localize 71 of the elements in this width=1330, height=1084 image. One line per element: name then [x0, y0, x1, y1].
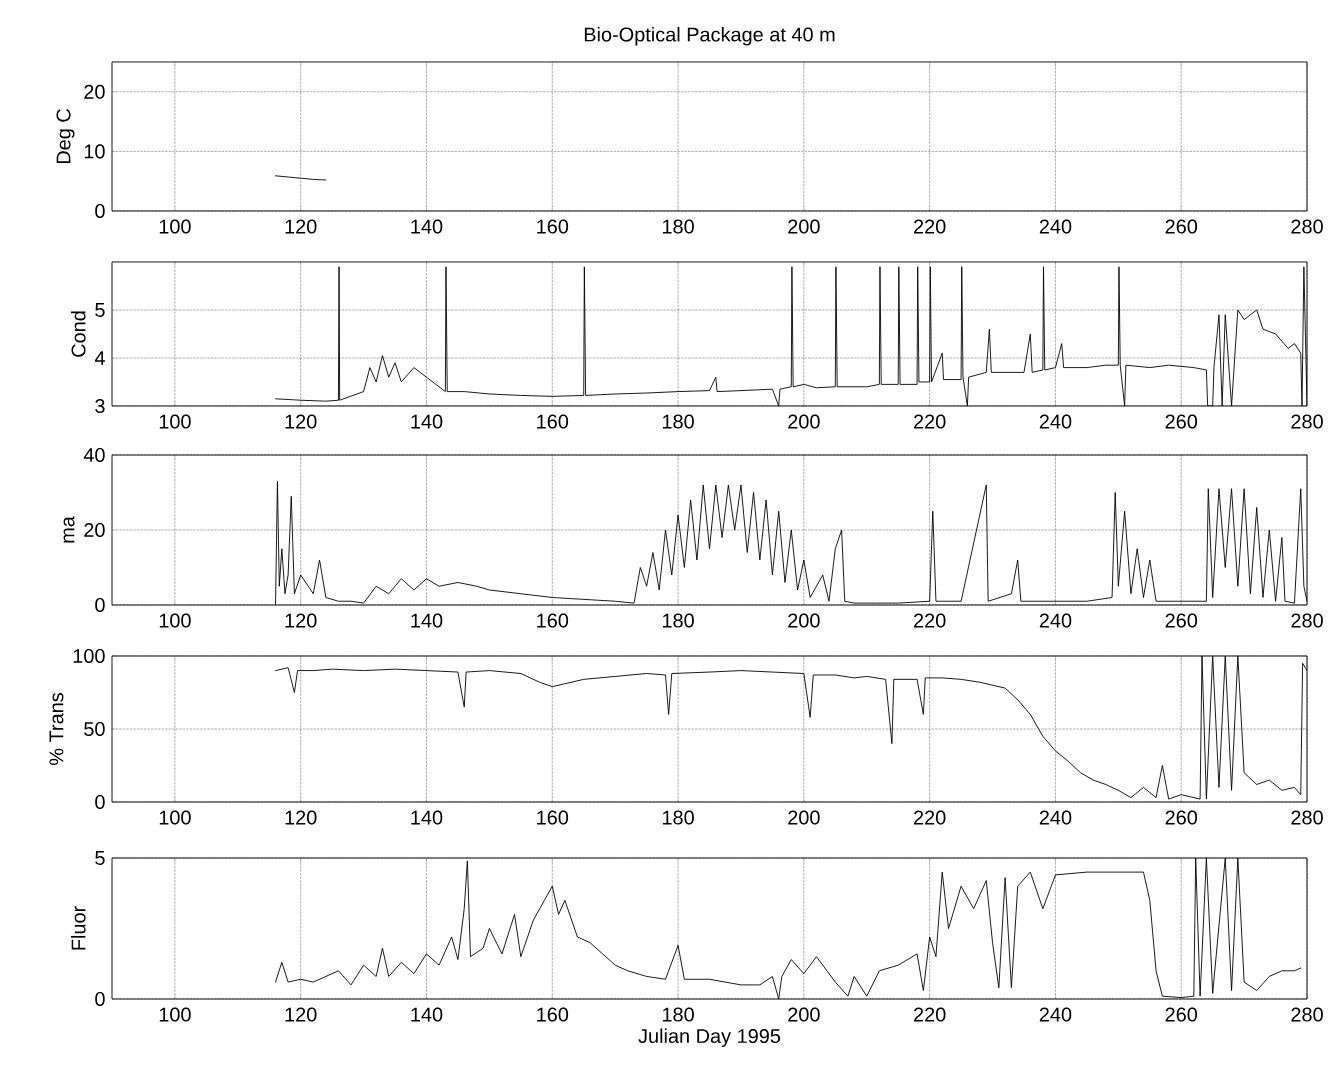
y-tick-label: 0	[95, 991, 105, 1007]
x-tick-label: 200	[788, 414, 820, 429]
y-axis-title: % Trans	[49, 693, 64, 766]
y-tick-label: 0	[95, 203, 105, 219]
y-tick-label: 0	[95, 794, 105, 810]
x-tick-label: 100	[159, 613, 191, 628]
y-tick-label: 5	[95, 303, 105, 317]
x-tick-label: 220	[914, 810, 946, 825]
x-tick-label: 120	[285, 613, 317, 628]
x-tick-label: 120	[285, 1007, 317, 1022]
x-tick-label: 180	[662, 613, 694, 628]
x-tick-label: 140	[411, 613, 443, 628]
y-axis-title: Cond	[70, 311, 86, 357]
x-axis-title: Julian Day 1995	[638, 1028, 781, 1048]
y-tick-label: 50	[84, 721, 105, 737]
chart-title: Bio-Optical Package at 40 m	[584, 26, 835, 46]
y-tick-label: 20	[84, 522, 105, 538]
y-tick-label: 100	[73, 648, 105, 664]
x-tick-label: 120	[285, 810, 317, 825]
x-tick-label: 180	[662, 414, 694, 429]
x-tick-label: 260	[1165, 810, 1198, 825]
x-tick-label: 220	[914, 613, 946, 628]
x-tick-label: 280	[1291, 613, 1323, 628]
x-tick-label: 240	[1039, 414, 1072, 429]
x-tick-label: 100	[159, 1007, 191, 1022]
x-tick-label: 160	[537, 219, 569, 234]
y-tick-label: 20	[84, 84, 105, 99]
y-tick-label: 5	[95, 851, 105, 865]
y-axis-title: Fluor	[70, 906, 86, 950]
x-tick-label: 280	[1291, 219, 1323, 234]
x-tick-label: 200	[788, 810, 820, 825]
y-axis-title: ma	[63, 516, 75, 543]
x-tick-label: 180	[662, 219, 694, 234]
x-tick-label: 220	[914, 414, 946, 429]
x-tick-label: 280	[1291, 1007, 1323, 1022]
x-tick-label: 260	[1165, 414, 1198, 429]
x-tick-label: 100	[159, 219, 191, 234]
x-tick-label: 240	[1039, 810, 1072, 825]
x-tick-label: 280	[1291, 810, 1323, 825]
x-tick-label: 140	[411, 414, 443, 429]
y-axis-title: Deg C	[56, 109, 75, 164]
x-tick-label: 240	[1039, 1007, 1072, 1022]
x-tick-label: 260	[1165, 219, 1198, 234]
y-tick-label: 40	[83, 447, 105, 463]
x-tick-label: 100	[159, 414, 191, 429]
x-tick-label: 140	[411, 810, 443, 825]
x-tick-label: 100	[159, 810, 191, 825]
x-tick-label: 140	[411, 1007, 443, 1022]
y-tick-label: 3	[95, 398, 105, 414]
x-tick-label: 200	[788, 1007, 820, 1022]
x-tick-label: 160	[537, 613, 569, 628]
x-tick-label: 160	[537, 1007, 569, 1022]
x-tick-label: 260	[1165, 613, 1198, 628]
x-tick-label: 200	[788, 613, 820, 628]
x-tick-label: 160	[537, 414, 569, 429]
x-tick-label: 260	[1165, 1007, 1198, 1022]
x-tick-label: 120	[285, 414, 317, 429]
x-tick-label: 240	[1039, 219, 1072, 234]
x-tick-label: 160	[537, 810, 569, 825]
x-tick-label: 280	[1291, 414, 1323, 429]
x-tick-label: 180	[662, 810, 694, 825]
x-tick-label: 200	[788, 219, 820, 234]
x-tick-label: 140	[411, 219, 443, 234]
x-tick-label: 220	[914, 1007, 946, 1022]
x-tick-label: 120	[285, 219, 317, 234]
x-tick-label: 240	[1039, 613, 1072, 628]
y-tick-label: 10	[84, 144, 105, 159]
x-tick-label: 180	[662, 1007, 694, 1022]
x-tick-label: 220	[914, 219, 946, 234]
y-tick-label: 0	[95, 597, 105, 613]
y-tick-label: 4	[94, 351, 105, 365]
